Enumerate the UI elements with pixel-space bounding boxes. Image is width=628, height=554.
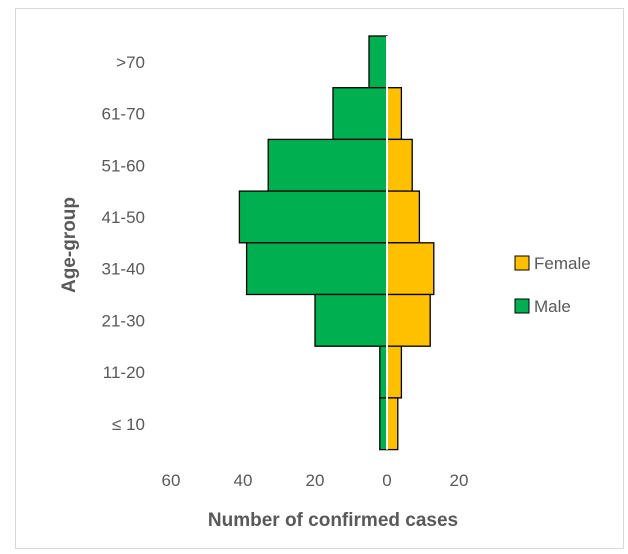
bars-group <box>238 35 435 451</box>
bar-female-6 <box>386 345 403 399</box>
y-tick-label: 61-70 <box>102 105 145 124</box>
y-tick-label: >70 <box>116 53 145 72</box>
bar-male-0 <box>368 35 388 89</box>
bar-male-2 <box>267 138 388 192</box>
y-tick-labels: >70 61-70 51-60 41-50 31-40 21-30 11-20 ≤ 10 <box>102 53 145 434</box>
bar-female-2 <box>386 138 413 192</box>
x-tick-labels: 60 40 20 0 20 <box>162 471 469 490</box>
bar-male-4 <box>245 242 388 296</box>
legend: Female Male <box>514 254 591 316</box>
y-tick-label: 21-30 <box>102 311 145 330</box>
bar-male-5 <box>314 293 388 347</box>
bar-male-6 <box>379 345 388 399</box>
bar-male-7 <box>379 397 388 451</box>
y-tick-label: 31-40 <box>102 260 145 279</box>
legend-swatch-female <box>514 255 530 271</box>
bar-female-3 <box>386 190 421 244</box>
bar-female-1 <box>386 87 403 141</box>
y-tick-label: 41-50 <box>102 208 145 227</box>
x-tick-label: 20 <box>306 471 325 490</box>
bar-female-4 <box>386 242 435 296</box>
bar-male-1 <box>332 87 388 141</box>
legend-label-female: Female <box>534 254 591 273</box>
bar-female-5 <box>386 293 431 347</box>
y-tick-label: 11-20 <box>103 363 145 382</box>
bar-female-7 <box>386 397 399 451</box>
y-tick-label: 51-60 <box>102 156 145 175</box>
x-tick-label: 60 <box>162 471 181 490</box>
x-axis-title: Number of confirmed cases <box>208 510 458 531</box>
x-tick-label: 20 <box>450 471 469 490</box>
y-tick-label: ≤ 10 <box>112 415 145 434</box>
x-tick-label: 0 <box>382 471 391 490</box>
legend-label-male: Male <box>534 297 571 316</box>
bar-male-3 <box>238 190 388 244</box>
x-tick-label: 40 <box>234 471 253 490</box>
y-axis-title: Age-group <box>59 197 80 293</box>
legend-swatch-male <box>514 298 530 314</box>
